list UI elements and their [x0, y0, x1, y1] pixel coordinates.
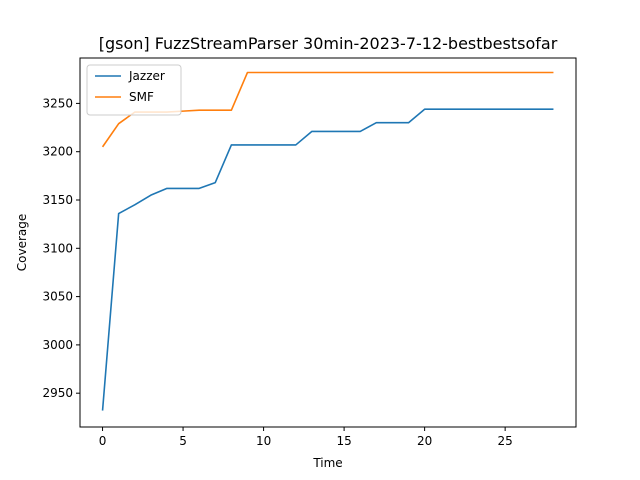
- legend-label: Jazzer: [128, 69, 165, 83]
- legend: Jazzer SMF: [86, 64, 182, 116]
- x-tick-label: 10: [256, 434, 271, 448]
- x-tick-label: 25: [498, 434, 513, 448]
- y-tick-label: 3250: [42, 96, 73, 110]
- y-tick-label: 2950: [42, 386, 73, 400]
- y-tick-label: 3200: [42, 145, 73, 159]
- x-axis-label: Time: [312, 456, 342, 470]
- x-tick-label: 20: [417, 434, 432, 448]
- y-tick-label: 3150: [42, 193, 73, 207]
- y-tick-label: 3100: [42, 241, 73, 255]
- legend-label: SMF: [129, 90, 154, 104]
- axis-ticks: 0 5 10 15 20 25 2950 3000 3050 3100 3150 3200 3250: [42, 96, 512, 448]
- plot-frame: [79, 57, 577, 428]
- x-tick-label: 5: [179, 434, 187, 448]
- y-axis-label: Coverage: [15, 214, 29, 272]
- chart-title: [gson] FuzzStreamParser 30min-2023-7-12-…: [99, 34, 558, 53]
- x-tick-label: 0: [99, 434, 107, 448]
- y-tick-label: 3050: [42, 290, 73, 304]
- x-tick-label: 15: [336, 434, 351, 448]
- y-tick-label: 3000: [42, 338, 73, 352]
- series-line-jazzer: [101, 108, 554, 411]
- legend-box: [86, 64, 182, 116]
